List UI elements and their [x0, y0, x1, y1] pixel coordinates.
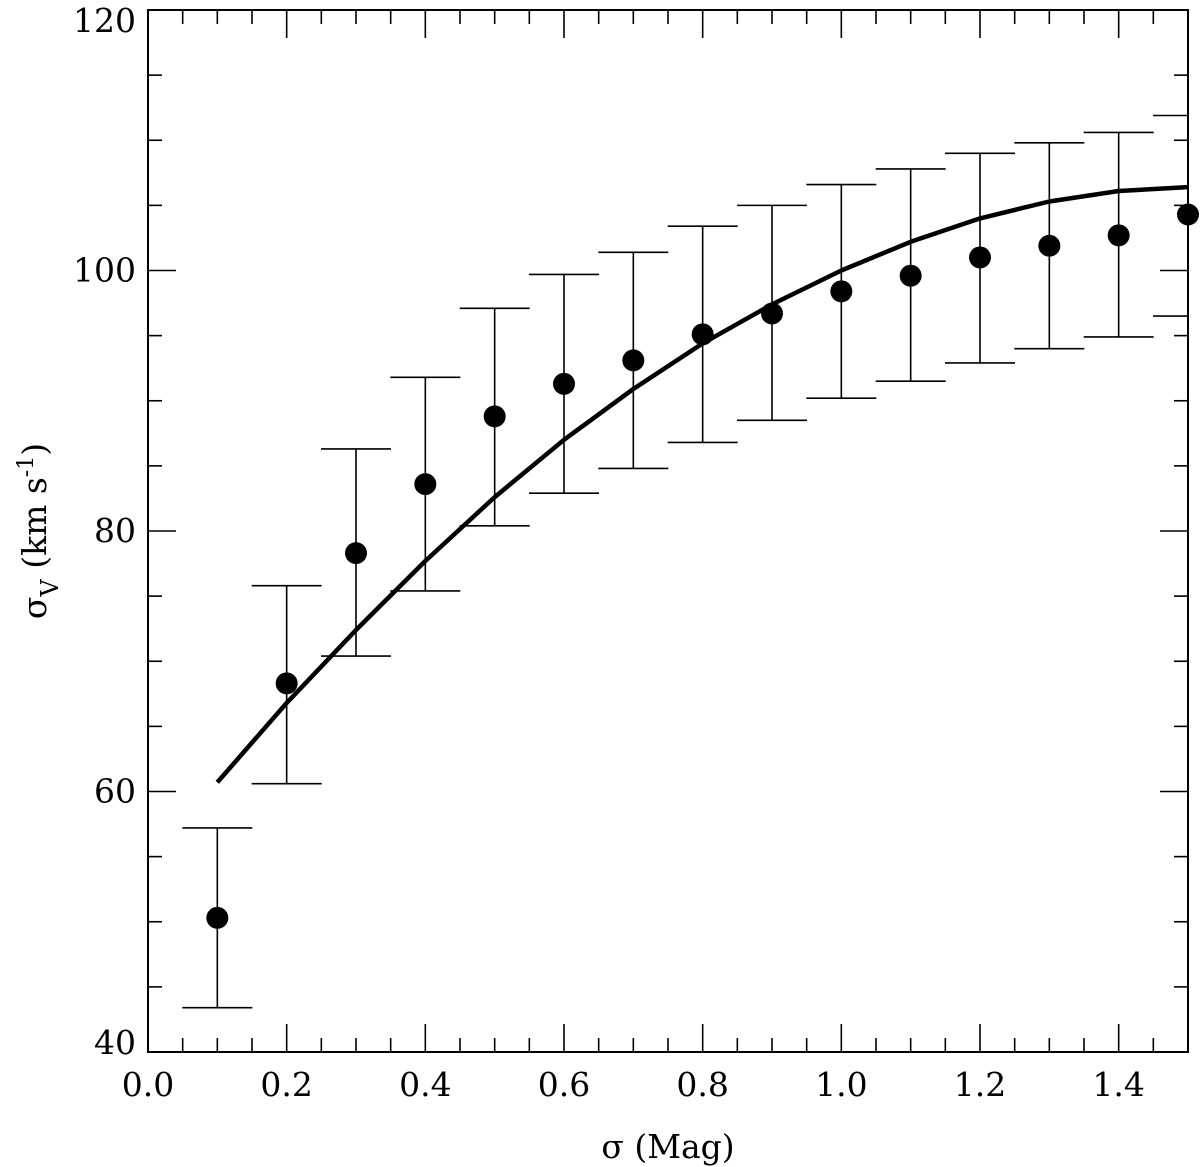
- y-axis-title-symbol: σ: [15, 597, 54, 620]
- data-point: [206, 906, 229, 929]
- data-point: [899, 264, 922, 287]
- y-tick-label: 40: [94, 1023, 136, 1062]
- error-bars: [182, 114, 1189, 1009]
- data-point: [1107, 224, 1130, 247]
- x-tick-label: 1.4: [1092, 1065, 1144, 1104]
- data-point: [830, 280, 853, 303]
- y-axis-title: σV (km s-1): [14, 443, 64, 619]
- x-axis-title: σ (Mag): [601, 1127, 734, 1166]
- y-tick-label: 120: [73, 1, 136, 40]
- data-point: [345, 542, 367, 565]
- x-tick-label: 0.0: [122, 1065, 174, 1104]
- y-axis-title-unit-close: ): [15, 443, 54, 456]
- x-tick-label: 0.8: [676, 1065, 728, 1104]
- x-tick-label: 1.2: [954, 1065, 1006, 1104]
- data-point: [483, 405, 506, 428]
- data-point: [414, 473, 437, 496]
- data-point: [691, 323, 714, 346]
- x-tick-label: 1.0: [815, 1065, 867, 1104]
- data-point: [1038, 234, 1061, 257]
- x-tick-label: 0.2: [260, 1065, 312, 1104]
- y-axis-title-unit: (km s: [15, 477, 54, 579]
- plot-frame: [147, 9, 1189, 1053]
- data-points: [206, 203, 1199, 929]
- data-point: [275, 672, 298, 695]
- axis-ticks: [147, 9, 1189, 1053]
- data-point: [1177, 203, 1199, 226]
- y-tick-label: 60: [94, 772, 136, 811]
- y-axis-title-subscript: V: [36, 579, 64, 598]
- x-tick-label: 0.6: [538, 1065, 590, 1104]
- y-tick-label: 80: [94, 511, 136, 550]
- data-point: [553, 372, 575, 395]
- y-tick-label: 100: [73, 251, 136, 290]
- axis-tick-labels: 0.0 0.2 0.4 0.6 0.8 1.0 1.2 1.4 40 60 80 100 120: [73, 1, 1145, 1104]
- y-axis-title-unit-exponent: -1: [14, 456, 39, 477]
- data-point: [761, 302, 783, 325]
- data-point: [969, 246, 991, 269]
- data-point: [622, 349, 645, 372]
- x-tick-label: 0.4: [399, 1065, 451, 1104]
